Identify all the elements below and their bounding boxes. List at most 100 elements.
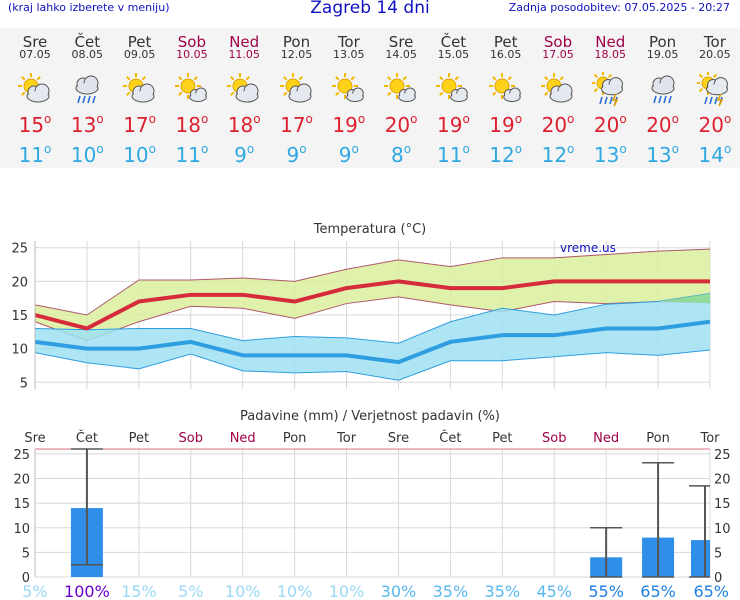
max-temp-line — [34, 279, 710, 331]
degree-mark: o — [253, 112, 261, 126]
day-name: Tor — [703, 33, 726, 51]
max-temp-value: 20 — [593, 113, 620, 137]
max-temp-value: 13 — [70, 113, 97, 137]
day-name: Pet — [127, 33, 152, 51]
day-name: Ned — [229, 33, 260, 51]
max-temp: 17o — [114, 112, 166, 137]
day-name: Sre — [388, 33, 414, 51]
y-tick-label: 20 — [11, 275, 28, 290]
degree-mark: o — [148, 112, 156, 126]
min-temp: 13o — [584, 142, 636, 167]
sun-cloud-icon — [541, 73, 573, 103]
degree-mark: o — [514, 112, 523, 126]
day-name: Čet — [74, 33, 101, 51]
x-tick-label: Sre — [24, 431, 45, 446]
x-tick-label: Pet — [129, 431, 149, 446]
degree-mark: o — [462, 112, 470, 126]
min-temp-value: 14 — [698, 143, 724, 167]
day-date: 18.05 — [594, 48, 627, 61]
degree-mark: o — [723, 142, 732, 156]
y-tick-label: 5 — [20, 376, 28, 391]
degree-mark: o — [567, 112, 575, 126]
band-overlap — [554, 293, 710, 304]
degree-mark: o — [246, 142, 255, 156]
sun-small-cloud-icon — [436, 73, 469, 102]
max-temp: 15o — [9, 112, 61, 137]
min-temp-band-lower-edge — [34, 349, 711, 381]
max-temp-value: 19 — [436, 113, 463, 137]
probability-label: 55% — [588, 582, 624, 600]
day-name: Pet — [493, 33, 518, 51]
min-temp-line — [34, 319, 711, 365]
page-title: Zagreb 14 dni — [310, 0, 430, 18]
max-temp: 20o — [689, 112, 740, 137]
temperature-chart: Temperatura (°C) 5 10 15 20 25 vreme.us — [11, 222, 711, 391]
sun-small-cloud-icon — [488, 73, 521, 102]
day-name: Sob — [177, 33, 206, 51]
y-tick-label-right: 0 — [714, 571, 722, 586]
max-temp-value: 17 — [123, 113, 149, 137]
sun-small-cloud-icon — [331, 73, 364, 102]
y-tick-label: 10 — [11, 343, 28, 358]
min-temp: 11o — [427, 142, 479, 167]
min-temp: 14o — [689, 142, 740, 167]
degree-mark: o — [567, 142, 575, 156]
max-temp: 20o — [375, 112, 427, 137]
temperature-chart-title: Temperatura (°C) — [313, 222, 426, 237]
day-date: 17.05 — [542, 48, 574, 61]
x-tick-label: Ned — [230, 431, 256, 446]
x-tick-label: Sre — [388, 431, 409, 446]
max-temp-value: 18 — [227, 113, 254, 137]
x-tick-label: Tor — [699, 431, 720, 446]
min-temp: 9o — [218, 142, 270, 167]
min-temp-value: 10 — [70, 143, 97, 167]
min-temp-value: 11 — [436, 143, 463, 167]
probability-label: 10% — [277, 582, 313, 600]
max-temp-value: 19 — [489, 113, 515, 137]
min-temp-value: 13 — [646, 143, 672, 167]
min-temp: 11o — [166, 142, 218, 167]
max-temp: 18o — [218, 112, 270, 137]
max-temp-band — [35, 249, 710, 341]
min-temp: 13o — [637, 142, 689, 167]
degree-mark: o — [671, 142, 679, 156]
max-temp: 13o — [61, 112, 113, 137]
day-name: Ned — [595, 33, 626, 51]
day-date: 19.05 — [646, 48, 679, 61]
daily-forecast-strip: Sre 07.05 15o 11o Čet 08.05 13o 10o Pet 09.05 17o 1… — [0, 28, 740, 168]
sun-cloud-icon — [279, 73, 311, 103]
degree-mark: o — [462, 142, 470, 156]
day-date: 14.05 — [385, 48, 417, 61]
day-date: 15.05 — [437, 48, 470, 61]
max-temp-value: 19 — [332, 113, 358, 137]
probability-label: 10% — [225, 582, 261, 600]
day-date: 20.05 — [699, 48, 731, 61]
degree-mark: o — [148, 142, 156, 156]
day-date: 10.05 — [176, 48, 208, 61]
x-tick-label: Sob — [542, 431, 566, 446]
y-tick-label-left: 20 — [13, 473, 30, 488]
min-temp-value: 13 — [593, 143, 620, 167]
location-hint: (kraj lahko izberete v meniju) — [8, 1, 170, 14]
x-tick-label: Pet — [492, 431, 512, 446]
max-temp-value: 18 — [175, 113, 201, 137]
y-tick-label: 25 — [11, 242, 28, 257]
degree-mark: o — [619, 112, 627, 126]
probability-label: 45% — [536, 582, 572, 600]
thunder-rain-icon — [696, 72, 728, 107]
min-temp-band — [35, 293, 710, 381]
degree-mark: o — [410, 112, 418, 126]
min-temp-value: 9 — [234, 143, 247, 167]
probability-label: 15% — [121, 582, 157, 600]
y-tick-label-left: 25 — [13, 448, 30, 463]
x-tick-label: Pon — [646, 431, 670, 446]
max-temp: 20o — [637, 112, 689, 137]
y-tick-label: 15 — [11, 309, 28, 324]
probability-label: 100% — [64, 582, 110, 600]
degree-mark: o — [403, 142, 412, 156]
max-temp-value: 20 — [541, 113, 568, 137]
probability-label: 65% — [693, 582, 729, 600]
x-tick-label: Ned — [593, 431, 619, 446]
degree-mark: o — [351, 142, 359, 156]
max-temp: 20o — [532, 112, 584, 137]
